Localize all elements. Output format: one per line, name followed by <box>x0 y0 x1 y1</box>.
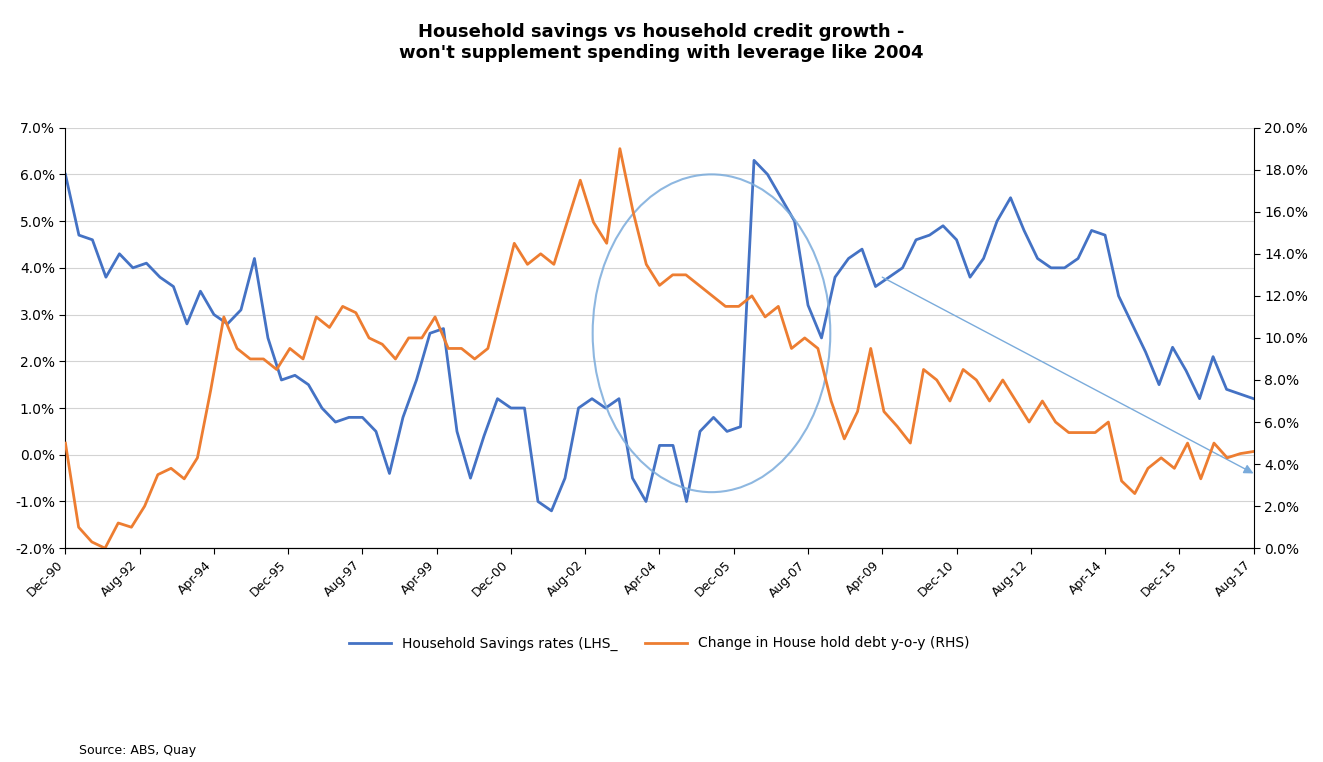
Change in House hold debt y-o-y (RHS) <box>97 543 112 552</box>
Household Savings rates (LHS_ <box>300 380 316 389</box>
Text: Source: ABS, Quay: Source: ABS, Quay <box>79 744 197 757</box>
Line: Change in House hold debt y-o-y (RHS): Change in House hold debt y-o-y (RHS) <box>65 149 1254 548</box>
Change in House hold debt y-o-y (RHS) <box>1233 449 1249 458</box>
Change in House hold debt y-o-y (RHS) <box>770 302 786 311</box>
Household Savings rates (LHS_ <box>179 319 194 328</box>
Household Savings rates (LHS_ <box>746 155 762 165</box>
Household Savings rates (LHS_ <box>516 403 532 412</box>
Legend: Household Savings rates (LHS_, Change in House hold debt y-o-y (RHS): Household Savings rates (LHS_, Change in… <box>344 631 975 656</box>
Text: Household savings vs household credit growth -
won't supplement spending with le: Household savings vs household credit gr… <box>400 23 923 62</box>
Change in House hold debt y-o-y (RHS) <box>613 144 628 153</box>
Household Savings rates (LHS_ <box>544 506 560 515</box>
Change in House hold debt y-o-y (RHS) <box>374 340 390 349</box>
Household Savings rates (LHS_ <box>679 497 695 506</box>
Household Savings rates (LHS_ <box>57 170 73 179</box>
Household Savings rates (LHS_ <box>1138 347 1154 357</box>
Change in House hold debt y-o-y (RHS) <box>1246 447 1262 456</box>
Line: Household Savings rates (LHS_: Household Savings rates (LHS_ <box>65 160 1254 511</box>
Change in House hold debt y-o-y (RHS) <box>348 308 364 317</box>
Household Savings rates (LHS_ <box>1246 394 1262 403</box>
Household Savings rates (LHS_ <box>206 310 222 319</box>
Change in House hold debt y-o-y (RHS) <box>1088 428 1103 437</box>
Change in House hold debt y-o-y (RHS) <box>57 438 73 447</box>
Change in House hold debt y-o-y (RHS) <box>216 312 232 322</box>
